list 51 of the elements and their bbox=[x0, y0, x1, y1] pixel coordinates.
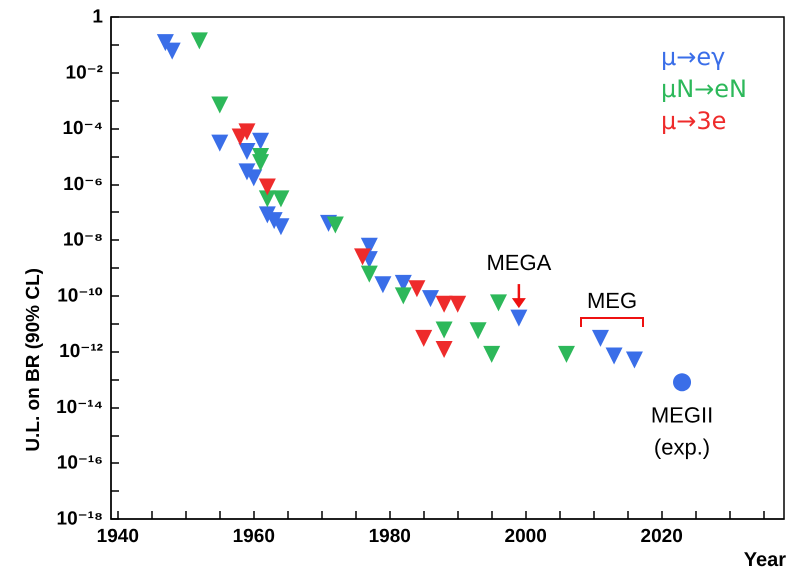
y-tick-label: 10⁻¹⁴ bbox=[56, 396, 103, 418]
point bbox=[483, 346, 500, 363]
point bbox=[592, 330, 609, 347]
point bbox=[354, 248, 372, 266]
text: μ→3e bbox=[660, 107, 726, 135]
point bbox=[436, 296, 453, 313]
x-tick-label: 2000 bbox=[504, 526, 547, 547]
point bbox=[394, 287, 412, 304]
point bbox=[211, 134, 228, 152]
point bbox=[252, 132, 270, 150]
point bbox=[408, 280, 426, 298]
point bbox=[510, 310, 528, 327]
point bbox=[258, 178, 276, 196]
y-axis-title: U.L. on BR (90% CL) bbox=[23, 268, 44, 452]
point bbox=[238, 123, 256, 140]
text: μN→eN bbox=[660, 75, 748, 103]
x-axis-title: Year bbox=[744, 549, 786, 571]
point bbox=[449, 296, 466, 313]
annotation: MEGII (exp.) bbox=[650, 402, 714, 460]
y-tick-label: 10⁻⁶ bbox=[63, 174, 103, 195]
y-tick-label: 10⁻¹⁰ bbox=[57, 285, 103, 306]
point bbox=[436, 321, 453, 338]
x-tick-label: 1960 bbox=[232, 526, 275, 547]
y-tick-label: 10⁻¹² bbox=[59, 341, 103, 362]
point bbox=[326, 216, 344, 234]
x-tick-label: 1980 bbox=[368, 526, 411, 547]
y-tick-label: 1 bbox=[92, 6, 104, 28]
point bbox=[272, 190, 290, 208]
annotation: MEGA bbox=[486, 250, 552, 276]
y-tick-label: 10⁻⁸ bbox=[62, 230, 103, 251]
point bbox=[673, 373, 692, 392]
y-tick-label: 10⁻¹⁶ bbox=[56, 452, 103, 474]
point bbox=[238, 143, 256, 160]
point bbox=[422, 290, 440, 308]
y-tick-label: 10⁻² bbox=[66, 62, 103, 84]
point bbox=[360, 266, 378, 283]
point bbox=[374, 276, 392, 294]
annotation: MEG bbox=[586, 288, 638, 313]
point bbox=[436, 340, 453, 358]
point bbox=[211, 96, 228, 114]
text: μ→eγ bbox=[660, 43, 726, 71]
point bbox=[558, 346, 575, 363]
point bbox=[470, 322, 487, 340]
y-tick-label: 10⁻⁴ bbox=[62, 118, 103, 140]
point bbox=[606, 347, 623, 364]
point bbox=[626, 352, 643, 369]
point bbox=[252, 154, 270, 172]
point bbox=[415, 330, 432, 347]
point bbox=[490, 294, 507, 312]
point bbox=[190, 32, 208, 50]
x-tick-label: 2020 bbox=[640, 526, 683, 547]
